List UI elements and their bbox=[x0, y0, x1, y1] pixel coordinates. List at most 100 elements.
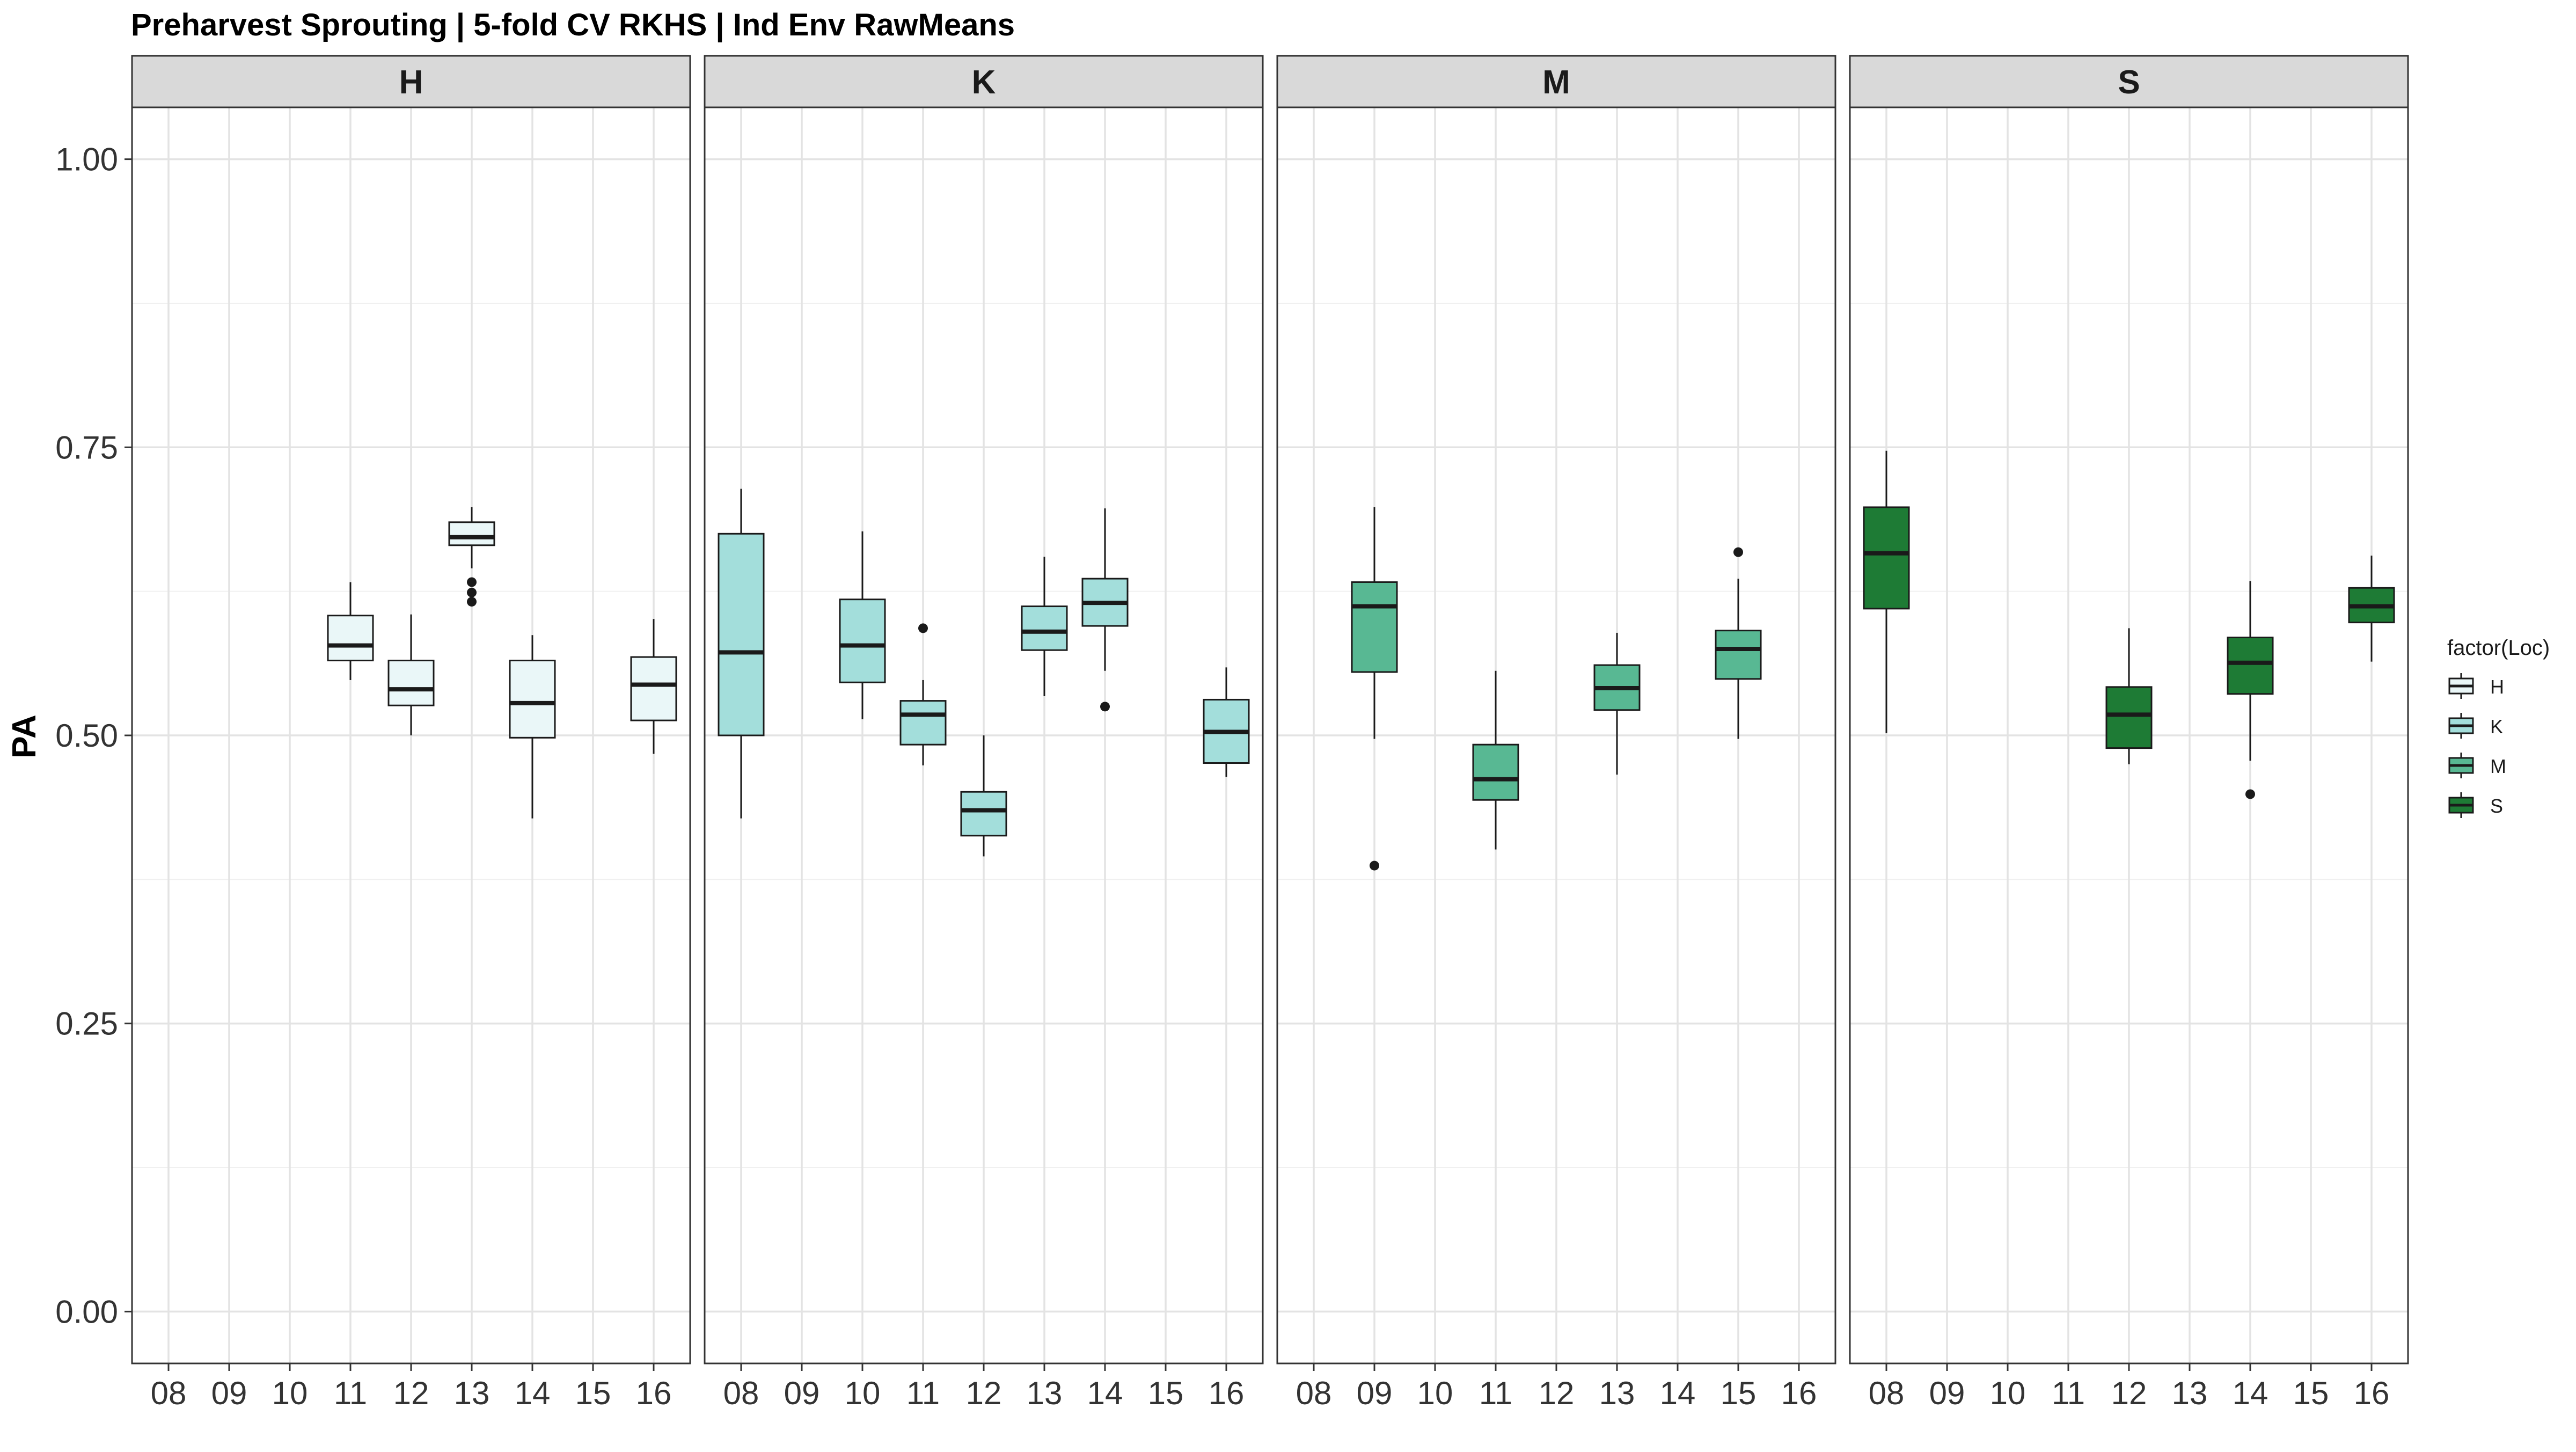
box-iqr bbox=[839, 599, 886, 683]
box-h-16 bbox=[630, 619, 677, 754]
box-m-13 bbox=[1593, 632, 1641, 775]
x-tick-label: 08 bbox=[1296, 1375, 1332, 1411]
x-tick-label: 08 bbox=[151, 1375, 187, 1411]
box-iqr bbox=[718, 532, 765, 736]
legend-label: S bbox=[2490, 795, 2503, 817]
box-s-14 bbox=[2227, 581, 2274, 799]
legend-key-h: H bbox=[2447, 672, 2504, 700]
outlier-point bbox=[1100, 702, 1110, 712]
facet-strip bbox=[704, 55, 1264, 108]
x-tick-label: 09 bbox=[784, 1375, 820, 1411]
facet-panel-h: H 08 09 10 11 12 13 14 15 16 bbox=[131, 55, 691, 1411]
outlier-point bbox=[918, 623, 928, 633]
box-iqr bbox=[1715, 630, 1762, 680]
box-k-14 bbox=[1081, 508, 1129, 712]
box-k-08 bbox=[718, 488, 765, 819]
box-iqr bbox=[509, 659, 556, 739]
outlier-point bbox=[1733, 547, 1743, 557]
box-h-13 bbox=[448, 507, 495, 607]
x-tick-label: 13 bbox=[1027, 1375, 1063, 1411]
x-tick-label: 16 bbox=[636, 1375, 672, 1411]
box-iqr bbox=[327, 615, 374, 661]
box-h-12 bbox=[387, 614, 435, 735]
box-k-12 bbox=[960, 735, 1007, 857]
legend-key-m: M bbox=[2447, 751, 2506, 779]
x-tick-label: 10 bbox=[845, 1375, 881, 1411]
x-tick-label: 09 bbox=[1929, 1375, 1965, 1411]
outlier-point bbox=[1370, 860, 1379, 871]
x-tick-label: 10 bbox=[272, 1375, 308, 1411]
box-iqr bbox=[1351, 581, 1398, 673]
legend-label: M bbox=[2490, 755, 2506, 777]
box-s-16 bbox=[2348, 556, 2395, 662]
x-tick-label: 12 bbox=[1539, 1375, 1575, 1411]
facet-strip-label: K bbox=[972, 64, 996, 101]
facet-panel-s: S 08 09 10 11 12 13 14 15 16 bbox=[1849, 55, 2409, 1411]
facet-strip bbox=[131, 55, 691, 108]
outlier-point bbox=[467, 596, 477, 607]
outlier-point bbox=[2245, 789, 2255, 799]
box-iqr bbox=[1863, 506, 1910, 610]
x-tick-label: 15 bbox=[1148, 1375, 1184, 1411]
legend-key-k: K bbox=[2447, 712, 2503, 740]
box-s-08 bbox=[1863, 450, 1910, 733]
x-tick-label: 15 bbox=[575, 1375, 611, 1411]
facet-strip-label: H bbox=[399, 64, 423, 101]
facet-strip-label: S bbox=[2118, 64, 2140, 101]
y-tick-label: 0.00 bbox=[55, 1294, 118, 1330]
x-tick-label: 09 bbox=[211, 1375, 247, 1411]
box-iqr bbox=[630, 656, 677, 721]
outlier-point bbox=[467, 577, 477, 587]
box-m-09 bbox=[1351, 507, 1398, 871]
box-h-11 bbox=[327, 582, 374, 680]
x-tick-label: 11 bbox=[1479, 1375, 1512, 1411]
facet-strip-label: M bbox=[1542, 64, 1570, 101]
x-tick-label: 15 bbox=[2293, 1375, 2329, 1411]
box-iqr bbox=[1472, 743, 1519, 801]
x-tick-label: 10 bbox=[1990, 1375, 2026, 1411]
facet-panels: H 08 09 10 11 12 13 14 15 16 K 08 09 10 11 12 13 14 15 16 M 0… bbox=[131, 55, 2409, 1411]
legend-title: factor(Loc) bbox=[2447, 636, 2550, 660]
box-iqr bbox=[448, 521, 495, 546]
box-iqr bbox=[1021, 605, 1068, 651]
box-h-14 bbox=[509, 635, 556, 819]
x-tick-label: 16 bbox=[2354, 1375, 2390, 1411]
x-tick-label: 13 bbox=[454, 1375, 490, 1411]
x-tick-label: 08 bbox=[1869, 1375, 1905, 1411]
y-axis-label: PA bbox=[6, 714, 43, 758]
y-tick-label: 1.00 bbox=[55, 142, 118, 178]
x-tick-label: 12 bbox=[966, 1375, 1002, 1411]
y-tick-label: 0.50 bbox=[55, 718, 118, 754]
box-iqr bbox=[2105, 686, 2153, 749]
x-tick-label: 14 bbox=[515, 1375, 551, 1411]
box-iqr bbox=[899, 700, 947, 746]
x-tick-label: 14 bbox=[1087, 1375, 1123, 1411]
facet-strip bbox=[1849, 55, 2409, 108]
x-tick-label: 16 bbox=[1781, 1375, 1817, 1411]
x-tick-label: 14 bbox=[1660, 1375, 1696, 1411]
x-tick-label: 10 bbox=[1417, 1375, 1453, 1411]
y-tick-label: 0.75 bbox=[55, 429, 118, 465]
box-iqr bbox=[2227, 637, 2274, 695]
x-tick-label: 12 bbox=[2111, 1375, 2147, 1411]
box-k-11 bbox=[899, 623, 947, 765]
legend-key-s: S bbox=[2447, 791, 2503, 819]
y-tick-label: 0.25 bbox=[55, 1006, 118, 1042]
outlier-point bbox=[467, 587, 477, 597]
x-tick-label: 13 bbox=[1599, 1375, 1635, 1411]
x-tick-label: 11 bbox=[906, 1375, 940, 1411]
legend-label: H bbox=[2490, 676, 2504, 698]
box-m-15 bbox=[1715, 547, 1762, 739]
facet-panel-m: M 08 09 10 11 12 13 14 15 16 bbox=[1276, 55, 1836, 1411]
x-tick-label: 11 bbox=[334, 1375, 367, 1411]
facet-strip bbox=[1276, 55, 1836, 108]
x-tick-label: 08 bbox=[723, 1375, 759, 1411]
x-tick-label: 14 bbox=[2233, 1375, 2268, 1411]
box-k-16 bbox=[1203, 667, 1250, 777]
x-tick-label: 12 bbox=[393, 1375, 429, 1411]
x-tick-label: 11 bbox=[2052, 1375, 2085, 1411]
box-iqr bbox=[960, 791, 1007, 837]
x-tick-label: 16 bbox=[1209, 1375, 1245, 1411]
